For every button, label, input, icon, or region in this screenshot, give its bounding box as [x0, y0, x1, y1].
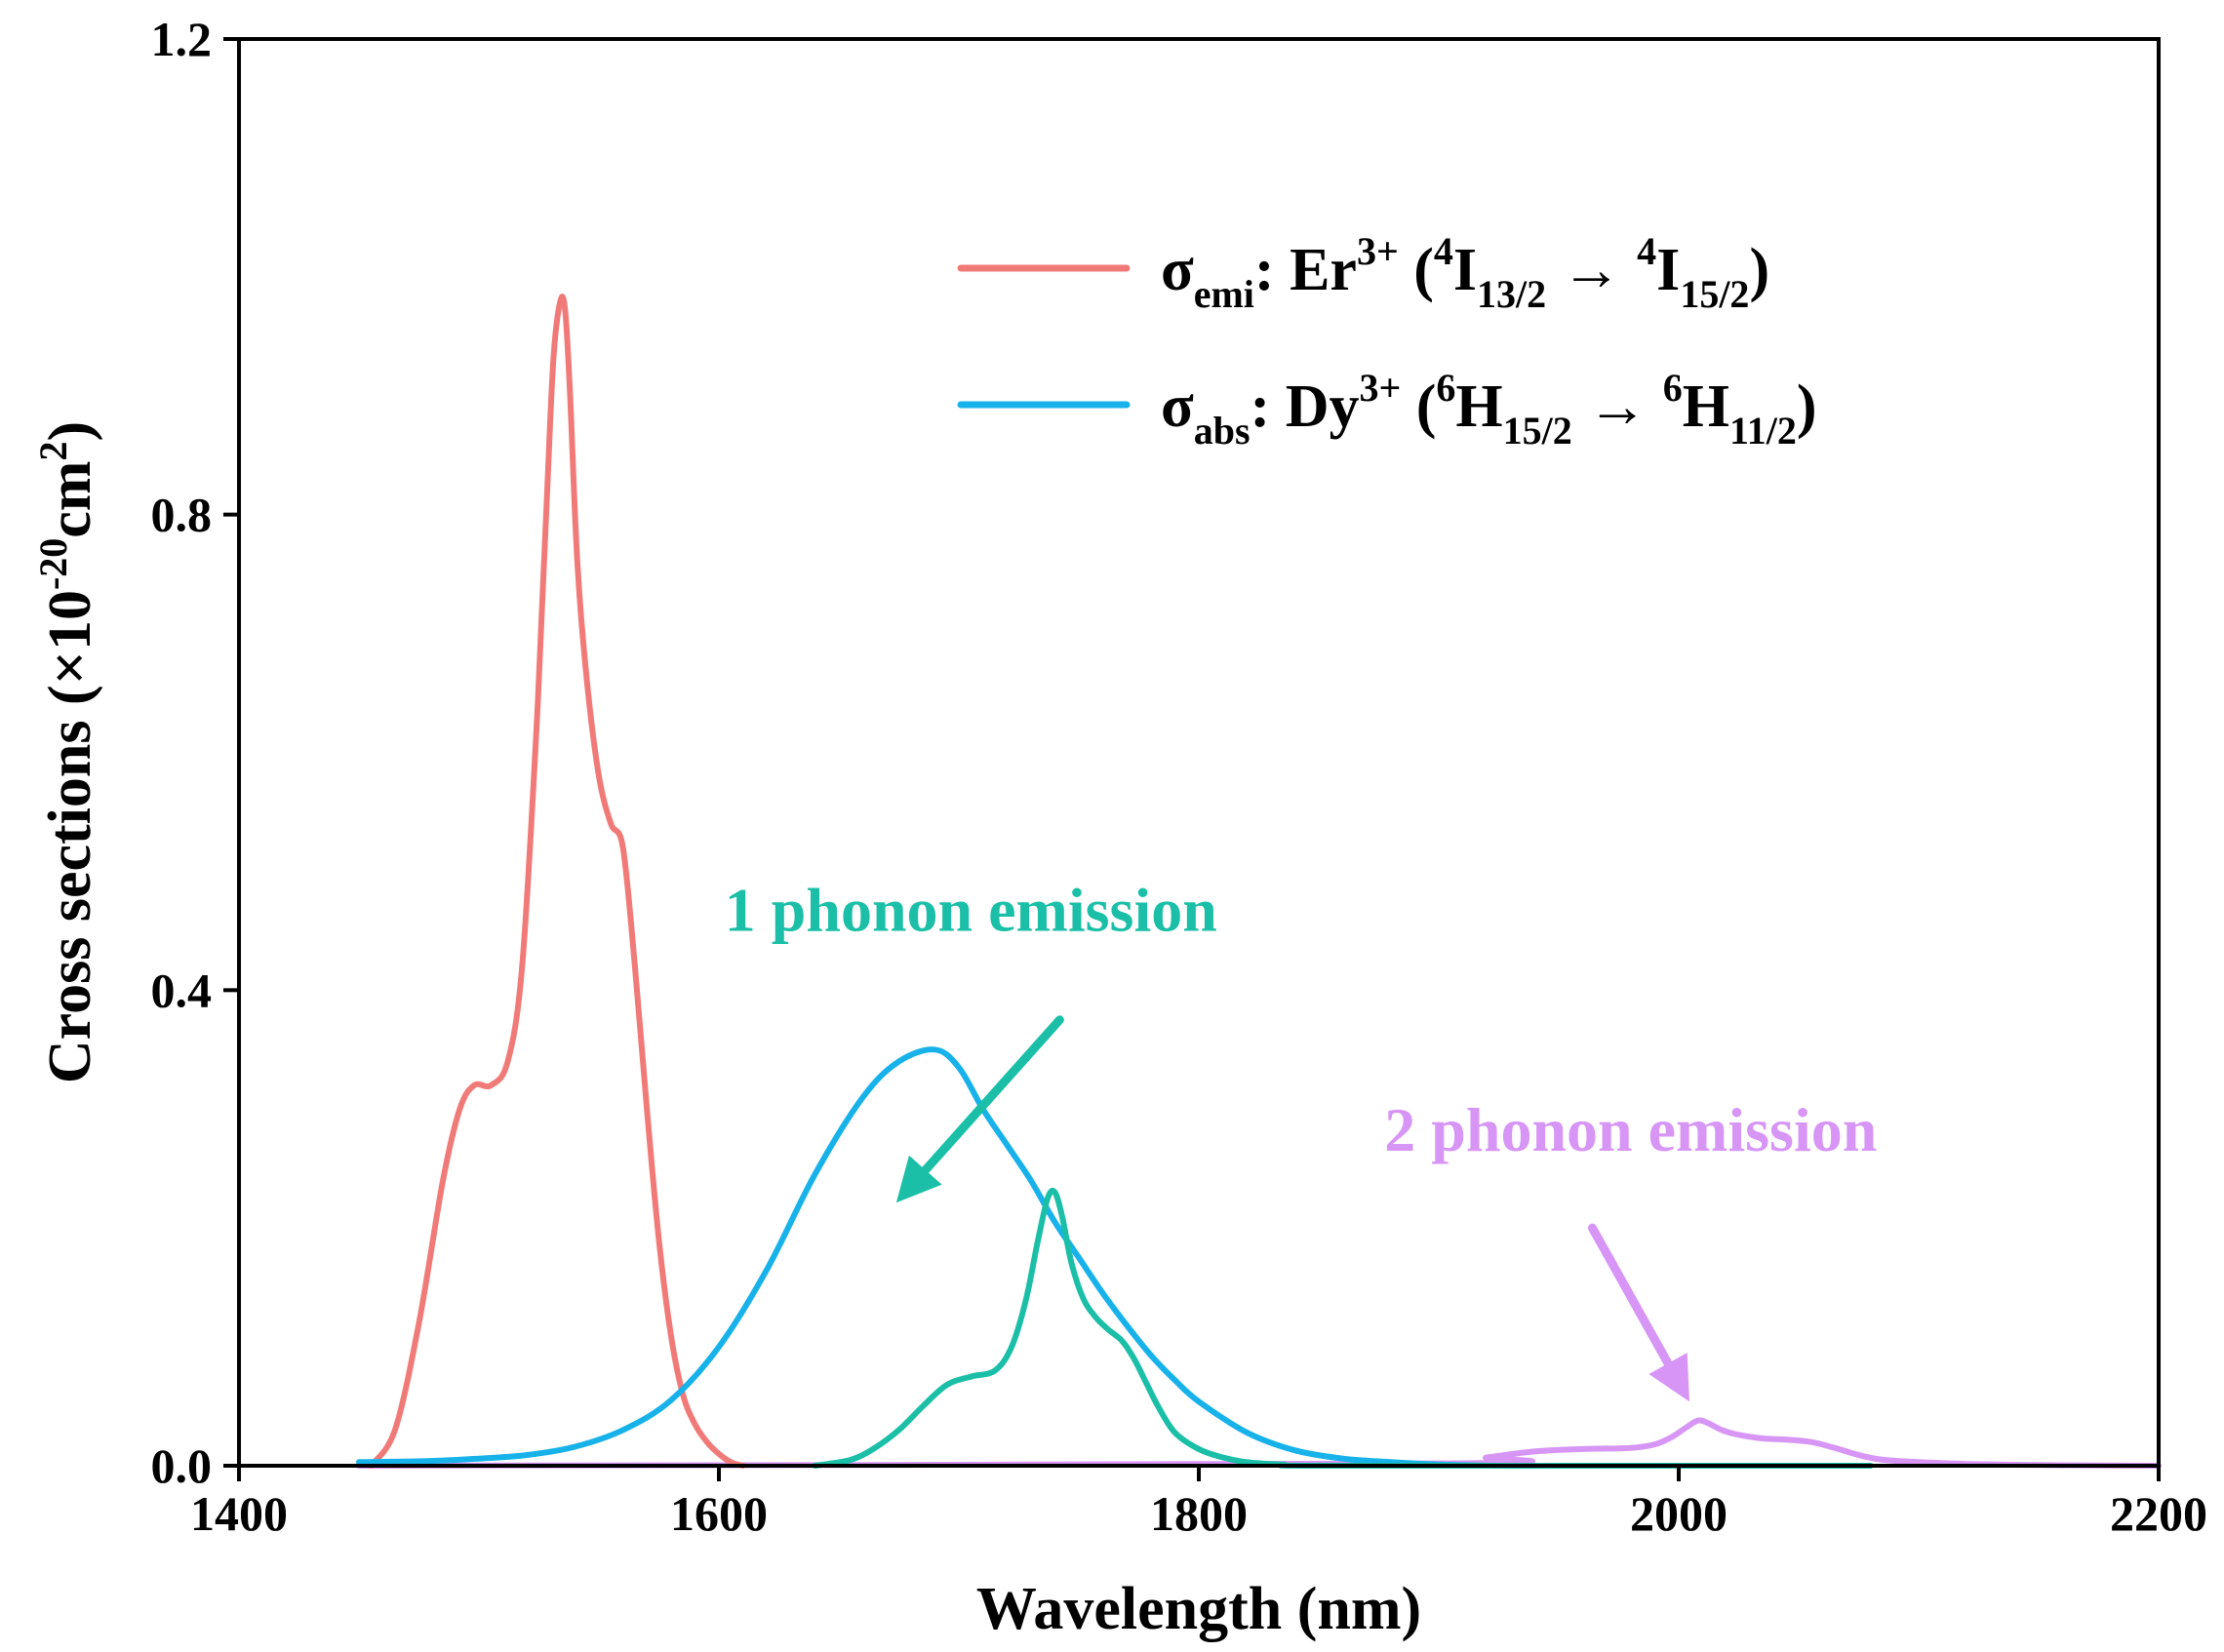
annotation-p1: 1 phonon emission — [725, 875, 1217, 944]
y-tick-label: 0.0 — [151, 1438, 213, 1493]
y-tick-label: 0.8 — [151, 488, 213, 542]
legend: σemi: Er3+ (4I13/2 → 4I15/2) σabs: Dy3+ (… — [957, 229, 1817, 452]
x-tick-label: 2200 — [2110, 1486, 2207, 1541]
annotations: 1 phonon emission 2 phonon emission — [725, 875, 1877, 1402]
y-tick-label: 0.4 — [151, 963, 213, 1017]
x-tick-label: 1800 — [1150, 1486, 1248, 1541]
plot-frame — [237, 37, 2161, 1468]
x-tick-label: 1600 — [670, 1486, 768, 1541]
series-line-p2 — [356, 1417, 2162, 1469]
annotation-arrow-p1 — [895, 1015, 1064, 1203]
plot-area — [356, 294, 2162, 1470]
x-tick-label: 2000 — [1630, 1486, 1728, 1541]
legend-label-abs: σabs: Dy3+ (6H15/2 → 6H11/2) — [1161, 366, 1817, 452]
series-line-emi — [368, 294, 746, 1469]
y-tick-label: 1.2 — [151, 12, 213, 66]
y-axis-label: Cross sections (×10-20cm2) — [31, 421, 103, 1083]
x-tick-label: 1400 — [190, 1486, 288, 1541]
axes: 1400 1600 1800 2000 2200 0.0 0.4 0.8 1.2 Waveleng… — [31, 12, 2207, 1642]
annotation-p2: 2 phonon emission — [1384, 1095, 1877, 1164]
x-axis-label: Wavelength (nm) — [976, 1576, 1421, 1642]
annotation-arrow-p2 — [1587, 1223, 1689, 1402]
legend-label-emi: σemi: Er3+ (4I13/2 → 4I15/2) — [1161, 229, 1769, 316]
